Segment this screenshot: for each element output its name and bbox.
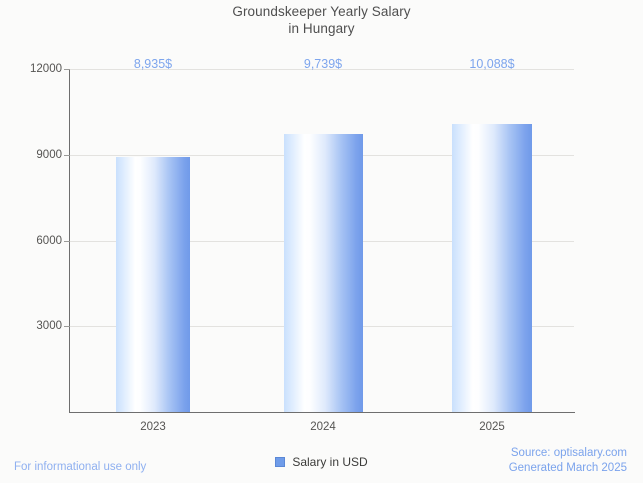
bar-2025[interactable] bbox=[452, 123, 532, 412]
chart-legend: Salary in USD bbox=[0, 455, 643, 469]
data-label-2024: 9,739$ bbox=[303, 57, 343, 71]
generated-date-text: Generated March 2025 bbox=[508, 462, 627, 474]
source-attribution: Source: optisalary.com Generated March 2… bbox=[509, 446, 627, 476]
x-tick-label-2023: 2023 bbox=[140, 421, 166, 433]
y-tick-label-12000: 12000 bbox=[30, 63, 62, 75]
y-tick-label-6000: 6000 bbox=[36, 234, 62, 247]
disclaimer-text: For informational use only bbox=[14, 461, 147, 473]
chart-title: Groundskeeper Yearly Salary in Hungary bbox=[0, 3, 643, 37]
y-tick-label-9000: 9000 bbox=[36, 148, 62, 161]
bar-2023[interactable] bbox=[116, 156, 190, 412]
y-tick-mark-12000 bbox=[64, 69, 70, 70]
x-axis-line bbox=[70, 412, 575, 413]
legend-item-label: Salary in USD bbox=[292, 455, 368, 469]
y-tick-mark-9000 bbox=[64, 154, 70, 156]
y-tick-mark-3000 bbox=[64, 326, 70, 328]
chart-title-line-2: in Hungary bbox=[288, 21, 355, 36]
blue-square-icon bbox=[275, 457, 286, 467]
bars-layer bbox=[70, 69, 574, 412]
chart-title-line-1: Groundskeeper Yearly Salary bbox=[232, 4, 411, 19]
x-tick-label-2025: 2025 bbox=[479, 421, 505, 433]
source-text: Source: optisalary.com bbox=[510, 447, 627, 459]
y-axis: 12000 9000 6000 3000 bbox=[0, 0, 62, 483]
data-label-2025: 10,088$ bbox=[469, 57, 515, 71]
x-tick-label-2024: 2024 bbox=[310, 421, 336, 433]
y-tick-label-3000: 3000 bbox=[36, 320, 62, 333]
legend-item-salary-in-usd[interactable]: Salary in USD bbox=[275, 455, 368, 469]
gridline-12000 bbox=[70, 69, 574, 70]
y-tick-mark-6000 bbox=[64, 240, 70, 242]
data-label-2023: 8,935$ bbox=[133, 57, 173, 71]
bar-2024[interactable] bbox=[284, 133, 363, 412]
